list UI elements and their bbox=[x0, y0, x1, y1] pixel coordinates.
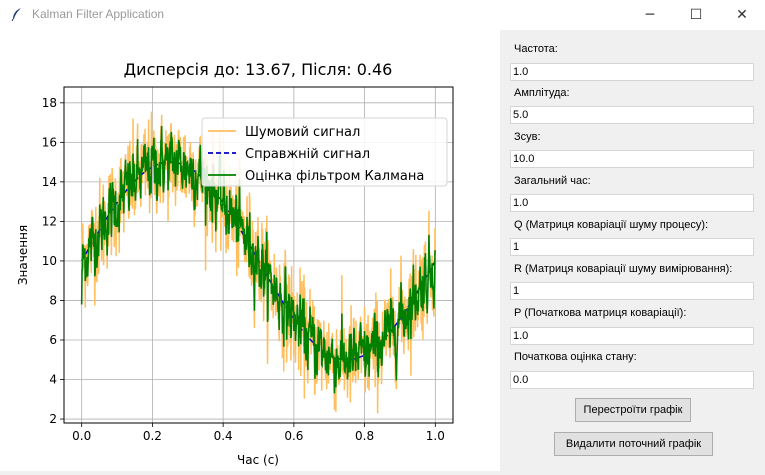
x-tick-label: 0.6 bbox=[284, 429, 303, 443]
initial-state-input[interactable] bbox=[510, 371, 754, 389]
r-matrix-input[interactable] bbox=[510, 282, 754, 300]
p-matrix-input[interactable] bbox=[510, 327, 754, 345]
y-tick-label: 16 bbox=[42, 135, 57, 149]
frequency-label: Частота: bbox=[514, 43, 558, 55]
window-title: Kalman Filter Application bbox=[32, 7, 165, 21]
delete-plot-button[interactable]: Видалити поточний графік bbox=[554, 432, 713, 456]
p-matrix-label: P (Початкова матриця коваріації): bbox=[514, 307, 687, 319]
kalman-chart: 0.0 0.2 0.4 0.6 0.8 1.0 2 4 6 8 10 12 14 16 18 Дисперс… bbox=[16, 60, 454, 467]
total-time-input[interactable] bbox=[510, 194, 754, 212]
y-tick-label: 6 bbox=[49, 333, 57, 347]
x-tick-label: 0.4 bbox=[214, 429, 233, 443]
y-tick-label: 2 bbox=[49, 412, 57, 426]
initial-state-label: Початкова оцінка стану: bbox=[514, 351, 637, 363]
plot-frame bbox=[63, 86, 454, 424]
y-axis-label: Значення bbox=[16, 225, 30, 285]
replot-button[interactable]: Перестроїти графік bbox=[575, 398, 691, 422]
chart-legend: Шумовий сигнал Справжній сигнал Оцінка філ… bbox=[201, 117, 448, 187]
minimize-button[interactable]: ─ bbox=[645, 7, 655, 23]
title-bar: Kalman Filter Application ─ ☐ ✕ bbox=[0, 0, 765, 30]
feather-icon bbox=[11, 8, 21, 21]
y-tick-label: 8 bbox=[49, 293, 57, 307]
amplitude-input[interactable] bbox=[510, 106, 754, 124]
chart-title: Дисперсія до: 13.67, Після: 0.46 bbox=[124, 60, 393, 79]
y-tick-label: 12 bbox=[42, 214, 57, 228]
x-tick-label: 0.8 bbox=[355, 429, 374, 443]
legend-label: Шумовий сигнал bbox=[245, 125, 360, 140]
y-tick-label: 10 bbox=[42, 254, 57, 268]
legend-box bbox=[201, 117, 448, 187]
offset-label: Зсув: bbox=[514, 131, 541, 143]
x-tick-label: 1.0 bbox=[426, 429, 445, 443]
x-tick-label: 0.2 bbox=[143, 429, 162, 443]
kalman-estimate-line bbox=[80, 125, 437, 394]
legend-label: Оцінка фільтром Калмана bbox=[245, 169, 424, 184]
y-tick-label: 18 bbox=[42, 96, 57, 110]
frequency-input[interactable] bbox=[510, 63, 754, 81]
q-matrix-label: Q (Матриця коваріації шуму процесу): bbox=[514, 219, 709, 231]
amplitude-label: Амплітуда: bbox=[514, 87, 570, 99]
legend-label: Справжній сигнал bbox=[245, 147, 370, 162]
x-tick-label: 0.0 bbox=[72, 429, 91, 443]
y-tick-label: 14 bbox=[42, 175, 57, 189]
offset-input[interactable] bbox=[510, 150, 754, 168]
maximize-button[interactable]: ☐ bbox=[689, 7, 703, 23]
q-matrix-input[interactable] bbox=[510, 238, 754, 256]
close-button[interactable]: ✕ bbox=[736, 7, 748, 23]
r-matrix-label: R (Матриця коваріації шуму вимірювання): bbox=[514, 263, 733, 275]
y-tick-label: 4 bbox=[49, 373, 57, 387]
total-time-label: Загальний час: bbox=[514, 175, 591, 187]
plot-area: 0.0 0.2 0.4 0.6 0.8 1.0 2 4 6 8 10 12 14 16 18 Дисперс… bbox=[0, 30, 500, 471]
x-axis-label: Час (с) bbox=[237, 453, 279, 467]
